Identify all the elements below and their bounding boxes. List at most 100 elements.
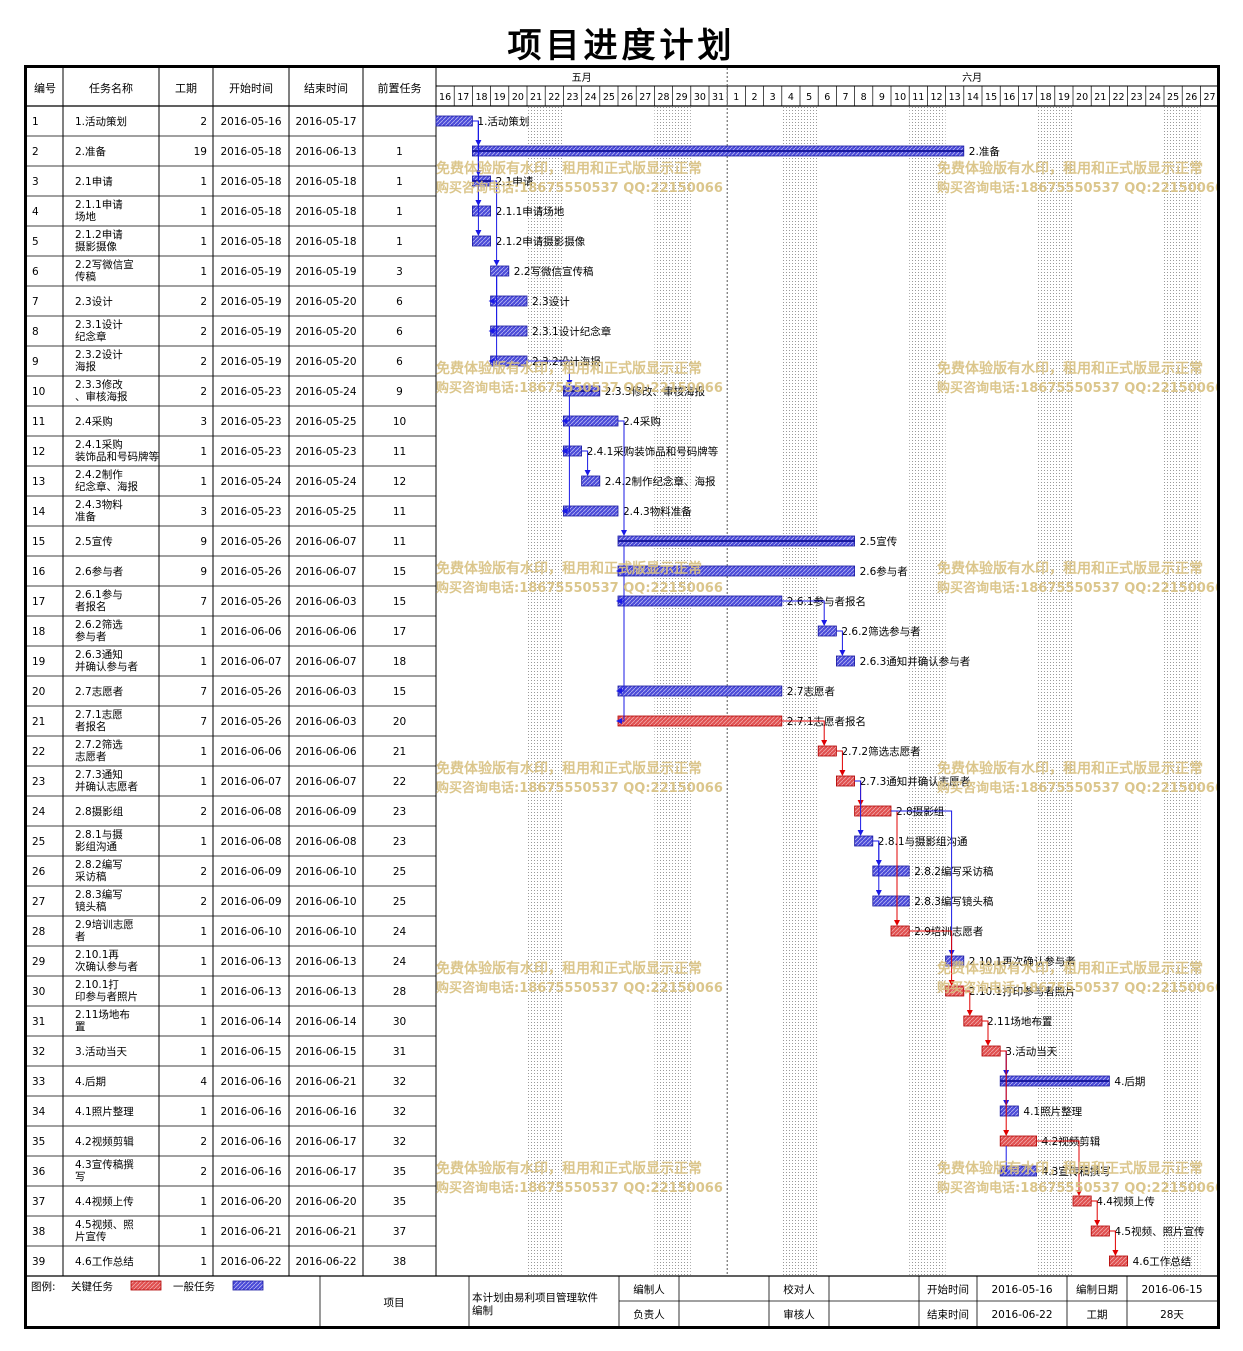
task-bar-label: 2.4.3物料准备 — [623, 505, 692, 518]
dependency-link — [472, 120, 482, 236]
task-id: 32 — [32, 1046, 45, 1058]
task-end: 2016-05-18 — [295, 176, 356, 188]
task-predecessor: 11 — [393, 536, 406, 548]
task-duration: 19 — [194, 146, 207, 158]
day-label: 6 — [824, 92, 830, 103]
task-predecessor: 30 — [393, 1016, 406, 1028]
task-duration: 2 — [200, 1166, 207, 1178]
task-id: 10 — [32, 386, 45, 398]
task-predecessor: 12 — [393, 476, 406, 488]
task-bar-label: 2.10.1打印参与者照片 — [969, 985, 1076, 998]
task-end: 2016-05-18 — [295, 236, 356, 248]
task-name-cont: 者报名 — [75, 600, 107, 613]
task-bar-label: 4.后期 — [1114, 1076, 1145, 1088]
normal-task-bar — [854, 835, 874, 847]
task-predecessor: 6 — [396, 296, 403, 308]
task-predecessor: 23 — [393, 806, 406, 818]
task-start: 2016-06-08 — [220, 806, 281, 818]
column-header-name: 任务名称 — [89, 81, 133, 95]
day-label: 7 — [842, 92, 848, 103]
task-duration: 1 — [200, 1106, 207, 1118]
checker-label: 校对人 — [783, 1283, 815, 1296]
task-duration: 1 — [200, 926, 207, 938]
day-label: 17 — [1021, 92, 1033, 103]
task-start: 2016-05-18 — [220, 236, 281, 248]
day-label: 17 — [457, 92, 469, 103]
task-bar-label: 4.1照片整理 — [1023, 1105, 1082, 1118]
weekend-shade — [800, 106, 819, 1276]
task-bar-label: 2.8.1与摄影组沟通 — [878, 835, 968, 848]
task-id: 28 — [32, 926, 45, 938]
task-predecessor: 35 — [393, 1196, 406, 1208]
task-id: 11 — [32, 416, 45, 428]
critical-task-bar — [836, 775, 856, 787]
watermark-text-line2: 购买咨询电话:18675550537 QQ:22150066 — [436, 980, 723, 996]
legend-normal-label: 一般任务 — [173, 1280, 215, 1293]
weekend-shade — [545, 106, 564, 1276]
task-name: 2.3.1设计 — [75, 318, 123, 331]
task-bar-label: 2.4.1采购装饰品和号码牌等 — [587, 445, 719, 458]
task-bar-label: 2.8.2编写采访稿 — [914, 865, 993, 878]
task-name-cont: 片宣传 — [75, 1230, 107, 1243]
day-label: 14 — [967, 92, 979, 103]
day-label: 26 — [621, 92, 633, 103]
task-name: 2.1申请 — [75, 175, 113, 188]
weekend-shade — [781, 106, 800, 1276]
task-duration: 7 — [200, 686, 207, 698]
dependency-link — [998, 1146, 1007, 1174]
task-name: 4.2视频剪辑 — [75, 1135, 134, 1148]
task-name: 2.8摄影组 — [75, 805, 124, 818]
watermark-text-line2: 购买咨询电话:18675550537 QQ:22150066 — [436, 580, 723, 596]
task-duration: 1 — [200, 1046, 207, 1058]
dependency-link — [891, 810, 955, 956]
task-duration: 1 — [200, 1226, 207, 1238]
dependency-link — [561, 426, 570, 514]
task-duration: 1 — [200, 476, 207, 488]
task-bar-label: 2.7.1志愿者报名 — [787, 715, 866, 728]
task-id: 16 — [32, 566, 46, 578]
critical-task-bar — [1072, 1195, 1092, 1207]
task-name: 1.活动策划 — [75, 115, 127, 128]
duration-value: 28天 — [1160, 1309, 1184, 1321]
task-bar-label: 4.3宣传稿撰写 — [1042, 1165, 1111, 1178]
legend-label: 图例: — [31, 1280, 56, 1293]
task-duration: 1 — [200, 656, 207, 668]
task-duration: 1 — [200, 1256, 207, 1268]
owner-label: 负责人 — [633, 1308, 665, 1321]
task-bar-label: 2.3设计 — [532, 295, 570, 308]
task-start: 2016-05-26 — [220, 566, 281, 578]
task-duration: 2 — [200, 1136, 207, 1148]
task-name-cont: 准备 — [75, 510, 96, 523]
reviewer-label: 审核人 — [783, 1308, 815, 1321]
day-label: 21 — [1094, 92, 1106, 103]
task-duration: 1 — [200, 176, 207, 188]
day-label: 16 — [439, 92, 451, 103]
task-end: 2016-05-23 — [295, 446, 356, 458]
day-label: 22 — [1112, 92, 1124, 103]
critical-task-bar — [617, 715, 783, 727]
task-bar-label: 2.2写微信宣传稿 — [514, 265, 594, 278]
task-predecessor: 1 — [396, 176, 403, 188]
task-start: 2016-05-18 — [220, 206, 281, 218]
weekend-shade — [1036, 106, 1055, 1276]
task-start: 2016-05-24 — [220, 476, 281, 488]
task-name: 2.1.2申请 — [75, 228, 123, 241]
task-id: 27 — [32, 896, 45, 908]
dependency-link — [616, 696, 625, 724]
task-end: 2016-06-20 — [295, 1196, 356, 1208]
task-id: 9 — [32, 356, 39, 368]
task-id: 20 — [32, 686, 45, 698]
task-duration: 7 — [200, 716, 207, 728]
task-start: 2016-05-19 — [220, 326, 281, 338]
month-label: 六月 — [962, 72, 982, 84]
task-name-cont: 印参与者照片 — [75, 990, 138, 1003]
task-predecessor: 1 — [396, 206, 403, 218]
task-name-cont: 参与者 — [75, 630, 107, 643]
task-id: 4 — [32, 206, 39, 218]
task-duration: 3 — [200, 416, 207, 428]
task-bar-label: 2.7.2筛选志愿者 — [841, 745, 920, 758]
task-duration: 1 — [200, 236, 207, 248]
task-start: 2016-05-26 — [220, 686, 281, 698]
task-duration: 1 — [200, 206, 207, 218]
weekend-shade — [1182, 106, 1201, 1276]
